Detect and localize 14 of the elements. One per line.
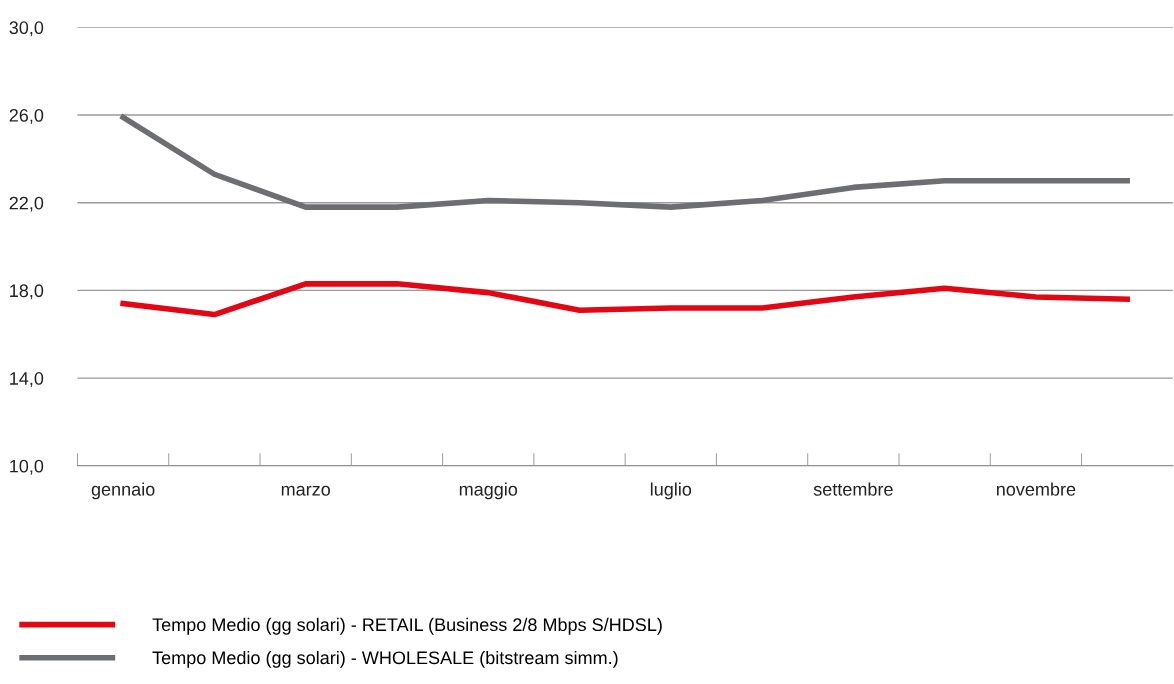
y-tick-label: 14,0 bbox=[10, 372, 44, 387]
x-tick-label: novembre bbox=[996, 482, 1076, 496]
x-tick-label: gennaio bbox=[91, 482, 155, 500]
y-tick-label: 30,0 bbox=[9, 21, 44, 37]
y-tick-label: 10,0 bbox=[10, 459, 44, 475]
x-tick-label: luglio bbox=[650, 482, 692, 500]
x-tick-label: maggio bbox=[459, 482, 518, 500]
y-tick-label: 18,0 bbox=[10, 284, 44, 300]
legend-label: Tempo Medio (gg solari) - WHOLESALE (bitstream simm.) bbox=[152, 650, 618, 668]
y-tick-label: 26,0 bbox=[9, 108, 44, 124]
x-tick-label: settembre bbox=[813, 482, 893, 496]
legend-label: Tempo Medio (gg solari) - RETAIL (Business 2/8 Mbps S/HDSL) bbox=[152, 617, 662, 635]
y-tick-label: 22,0 bbox=[9, 196, 44, 212]
x-tick-label: marzo bbox=[281, 485, 331, 496]
